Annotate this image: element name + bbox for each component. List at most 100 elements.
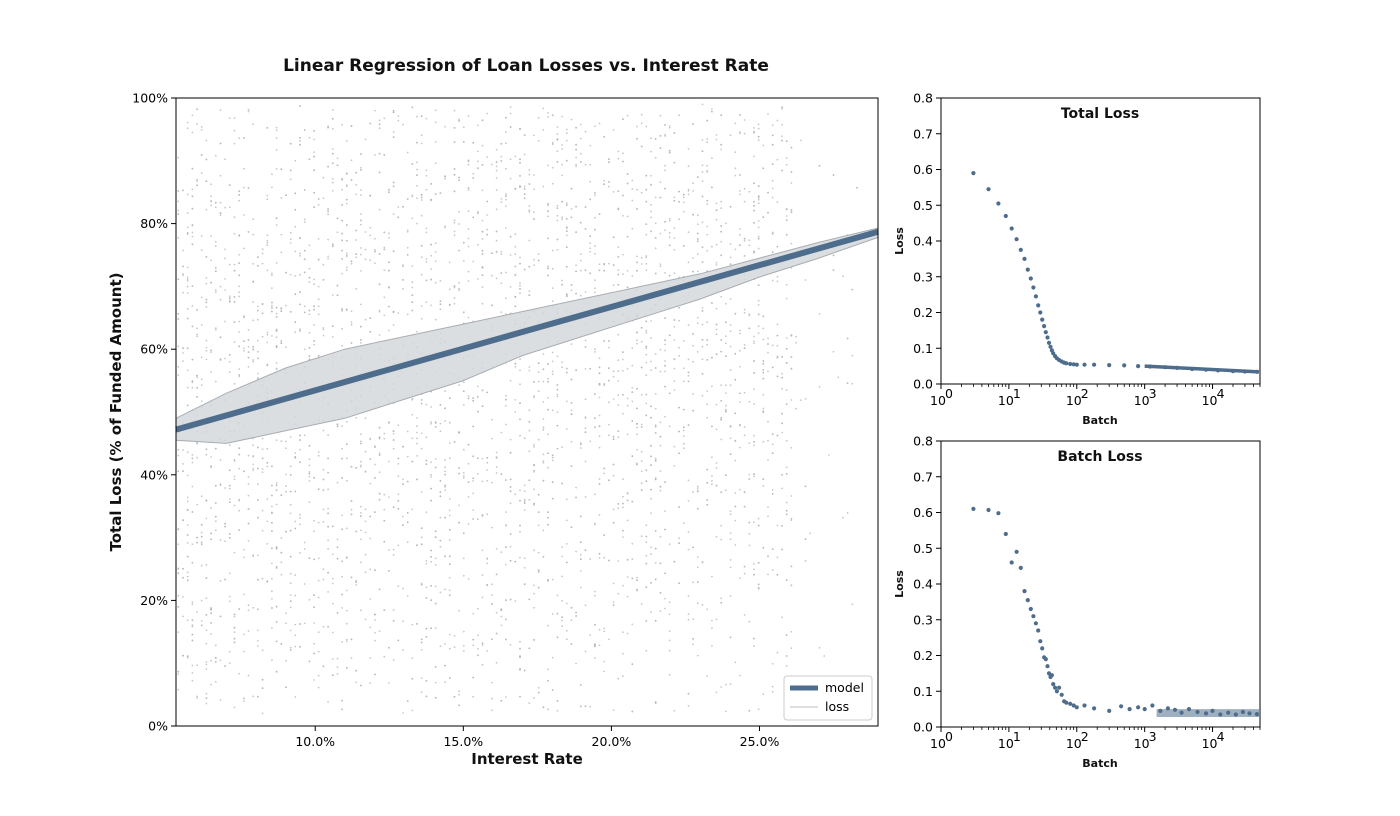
loss-point	[678, 354, 680, 357]
loss-point	[182, 449, 184, 451]
loss-point	[327, 165, 329, 168]
loss-point	[785, 579, 788, 581]
loss-point	[500, 699, 503, 702]
loss-point	[645, 347, 648, 350]
loss-point	[425, 279, 428, 282]
loss-point	[430, 627, 432, 630]
loss-point	[430, 584, 432, 587]
loss-point	[701, 394, 704, 397]
loss-point	[579, 558, 582, 561]
loss-point	[565, 400, 568, 403]
loss-point	[430, 422, 432, 425]
loss-point	[631, 364, 634, 367]
loss-point	[177, 470, 180, 473]
loss-point	[551, 409, 554, 412]
loss-point	[303, 258, 306, 261]
loss-point	[341, 308, 343, 310]
loss-point	[228, 650, 231, 653]
loss-point	[182, 273, 184, 275]
loss-point	[308, 458, 311, 461]
loss-point	[556, 138, 559, 141]
loss-point	[771, 452, 774, 455]
loss-point	[771, 143, 774, 146]
loss-point	[640, 394, 643, 396]
loss-point	[448, 514, 451, 517]
loss-point	[523, 188, 526, 190]
loss-point	[238, 374, 241, 376]
loss-point	[369, 515, 372, 518]
loss-point	[467, 523, 470, 525]
loss-point	[537, 116, 540, 119]
loss-point	[411, 398, 414, 400]
loss-point	[631, 710, 634, 713]
loss-point	[434, 627, 437, 629]
loss-point	[313, 594, 315, 597]
loss-point	[519, 556, 521, 559]
loss-point	[668, 649, 671, 652]
loss-point	[481, 596, 484, 599]
loss-point	[434, 458, 437, 460]
loss-point	[725, 384, 727, 387]
loss-point	[626, 499, 629, 502]
loss-point	[500, 201, 503, 204]
loss-point	[210, 612, 213, 615]
loss-point	[584, 206, 587, 208]
loss-point	[271, 335, 273, 337]
loss-point	[406, 231, 409, 233]
loss-point	[584, 604, 587, 607]
loss-point	[551, 143, 554, 146]
loss-point	[397, 312, 400, 314]
loss-point	[486, 650, 489, 652]
loss-point	[186, 534, 189, 536]
loss-point	[439, 404, 442, 406]
loss-point	[420, 641, 423, 644]
loss-point	[481, 644, 484, 646]
loss-point	[612, 264, 615, 267]
loss-point	[509, 379, 512, 382]
total-loss-x-axis-label: Batch	[1082, 414, 1117, 427]
loss-point	[594, 125, 596, 128]
loss-point	[743, 614, 746, 616]
loss-point	[514, 265, 517, 268]
loss-point	[186, 404, 189, 407]
loss-point	[757, 226, 760, 229]
loss-point	[762, 546, 765, 549]
loss-point	[654, 222, 657, 225]
loss-point	[645, 480, 648, 482]
loss-point	[505, 398, 507, 401]
loss-point	[832, 350, 835, 353]
loss-point	[781, 525, 783, 527]
loss-point	[556, 214, 559, 217]
x-tick-label: 10	[1202, 736, 1218, 751]
loss-point	[715, 218, 718, 221]
loss-point	[271, 287, 273, 289]
loss-point	[336, 164, 339, 167]
loss-point	[725, 489, 727, 492]
loss-point	[711, 483, 713, 486]
loss-point	[706, 675, 709, 677]
loss-point	[472, 477, 475, 480]
loss-point	[1018, 565, 1023, 571]
loss-point	[416, 197, 418, 200]
loss-point	[317, 631, 320, 634]
loss-point	[252, 469, 255, 472]
loss-point	[360, 270, 362, 272]
loss-point	[289, 238, 292, 241]
loss-point	[210, 259, 213, 262]
loss-point	[696, 485, 699, 488]
loss-point	[673, 132, 676, 134]
loss-point	[434, 585, 437, 588]
loss-point	[430, 198, 432, 201]
loss-point	[1092, 362, 1097, 367]
loss-point	[818, 313, 821, 315]
loss-point	[514, 253, 517, 256]
loss-point	[650, 203, 652, 206]
loss-point	[472, 172, 475, 175]
loss-point	[477, 607, 479, 610]
loss-point	[495, 169, 498, 172]
loss-point	[1059, 692, 1064, 697]
loss-point	[762, 338, 765, 341]
loss-point	[224, 289, 227, 291]
loss-point	[551, 360, 554, 363]
loss-point	[725, 222, 727, 225]
